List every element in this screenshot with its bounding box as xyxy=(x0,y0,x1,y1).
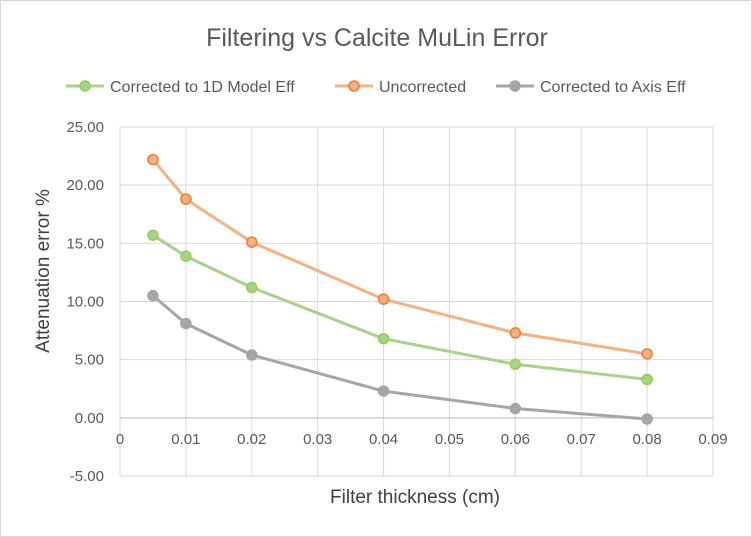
series-line-0 xyxy=(151,233,649,381)
legend-label: Corrected to 1D Model Eff xyxy=(110,79,295,96)
x-tick-label: 0.07 xyxy=(567,431,596,448)
data-point xyxy=(641,348,653,360)
data-point xyxy=(641,413,653,425)
data-point xyxy=(246,349,258,361)
x-tick-label: 0.05 xyxy=(435,431,464,448)
data-point xyxy=(147,153,159,166)
chart-title: Filtering vs Calcite MuLin Error xyxy=(206,24,548,52)
legend-marker xyxy=(348,80,360,92)
data-point xyxy=(180,250,192,262)
x-tick-label: 0.08 xyxy=(633,431,662,448)
x-tick-label: 0.02 xyxy=(237,431,266,448)
y-tick-label: -5.00 xyxy=(70,468,104,485)
data-point xyxy=(147,229,159,241)
data-point xyxy=(246,236,258,248)
data-point xyxy=(509,327,522,339)
x-tick-label: 0.03 xyxy=(303,431,332,448)
gridlines xyxy=(119,126,714,477)
x-tick-label: 0.04 xyxy=(369,431,398,448)
data-point xyxy=(641,373,653,386)
data-point xyxy=(246,281,258,294)
legend-label: Corrected to Axis Eff xyxy=(540,79,686,96)
data-point xyxy=(509,358,522,371)
data-point xyxy=(377,293,390,305)
x-axis-label: Filter thickness (cm) xyxy=(330,487,500,508)
x-tick-label: 0.09 xyxy=(698,431,727,448)
legend-label: Uncorrected xyxy=(379,79,466,96)
y-tick-label: 15.00 xyxy=(66,235,104,252)
legend: Corrected to 1D Model Eff Uncorrected Corr… xyxy=(66,79,686,96)
y-tick-label: 0.00 xyxy=(75,410,104,427)
series-line-1 xyxy=(151,158,649,356)
y-axis-ticks: 25.00 20.00 15.00 10.00 5.00 0.00 -5.00 xyxy=(66,119,104,485)
legend-marker xyxy=(79,80,91,92)
data-point xyxy=(509,402,522,415)
data-point xyxy=(147,289,159,302)
data-point xyxy=(377,385,390,397)
data-point xyxy=(377,332,390,345)
x-tick-label: 0.06 xyxy=(501,431,530,448)
x-tick-label: 0.01 xyxy=(171,431,200,448)
y-tick-label: 25.00 xyxy=(66,119,104,136)
y-tick-label: 5.00 xyxy=(75,352,104,369)
series-line-2 xyxy=(151,294,649,421)
legend-marker xyxy=(509,80,521,92)
y-axis-label: Attenuation error % xyxy=(33,189,54,353)
x-tick-label: 0 xyxy=(116,431,124,448)
y-tick-label: 20.00 xyxy=(66,177,104,194)
data-point xyxy=(180,193,192,205)
y-tick-label: 10.00 xyxy=(66,294,104,311)
data-point xyxy=(180,317,192,330)
x-axis-ticks: 0 0.01 0.02 0.03 0.04 0.05 0.06 0.07 0.08 0.09 xyxy=(116,431,728,448)
data-series xyxy=(147,153,653,425)
